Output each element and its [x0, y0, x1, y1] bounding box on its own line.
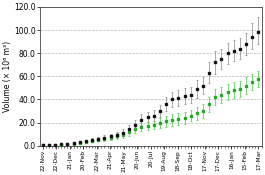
- Y-axis label: Volume (× 10⁶ m³): Volume (× 10⁶ m³): [3, 41, 12, 112]
